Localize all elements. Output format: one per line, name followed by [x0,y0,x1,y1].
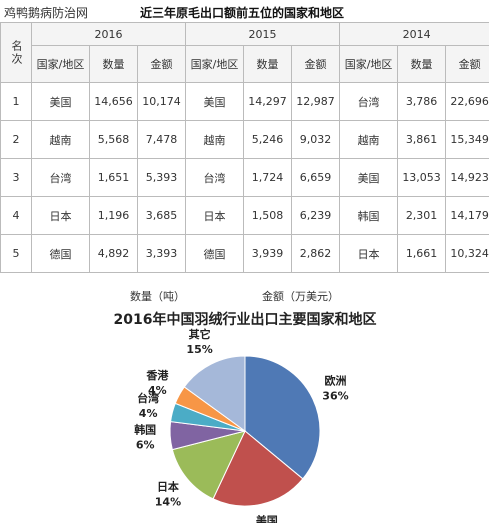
slice-label: 美国 [256,514,278,523]
column-header: 数量 [397,45,447,83]
cell: 3,861 [397,120,447,159]
year-header: 2016 [30,22,187,46]
cell: 14,923 [445,158,489,197]
cell: 5,393 [136,158,187,197]
cell: 6,239 [291,196,341,235]
cell: 1,661 [397,234,447,273]
cell: 1,651 [89,158,138,197]
cell: 10,324 [445,234,489,273]
slice-value: 4% [148,384,167,397]
chart-title: 2016年中国羽绒行业出口主要国家和地区 [114,311,377,328]
slice-value: 36% [322,389,348,402]
slice-value: 6% [136,438,155,451]
slice-label: 香港 [145,368,169,382]
note: 金额（万美元） [262,290,339,303]
cell: 9,032 [291,120,341,159]
cell: 台湾 [339,82,399,121]
cell: 3,393 [136,234,187,273]
slice-label: 韩国 [134,422,156,436]
table-row: 5 德国 4,892 3,393 德国 3,939 2,862 日本 1,661 10,324 [0,234,489,273]
cell: 日本 [31,196,90,235]
cell: 13,053 [397,158,447,197]
cell: 1,724 [243,158,293,197]
column-header: 金额 [445,45,489,83]
cell: 德国 [185,234,245,273]
column-header: 数量 [243,45,293,83]
cell: 越南 [339,120,399,159]
pie-slice [212,430,304,507]
cell: 22,696 [445,82,489,121]
cell: 越南 [31,120,90,159]
cell: 5,246 [243,120,293,159]
cell: 韩国 [339,196,399,235]
year-header: 2015 [185,22,341,46]
cell: 1,196 [89,196,138,235]
table-row: 2 越南 5,568 7,478 越南 5,246 9,032 越南 3,861 15,349 [0,120,489,159]
cell: 1 [0,82,32,121]
cell: 越南 [185,120,245,159]
column-header: 数量 [89,45,138,83]
column-header: 国家/地区 [339,45,399,83]
pie-slice [171,430,246,500]
table-row: 3 台湾 1,651 5,393 台湾 1,724 6,659 美国 13,053 14,923 [0,158,489,197]
cell: 5 [0,234,32,273]
slice-label: 欧洲 [324,373,346,387]
slice-label: 日本 [157,480,179,494]
cell: 美国 [185,82,245,121]
slice-value: 14% [155,496,181,509]
cell: 14,656 [89,82,138,121]
cell: 2,301 [397,196,447,235]
cell: 2,862 [291,234,341,273]
cell: 3,786 [397,82,447,121]
cell: 台湾 [31,158,90,197]
cell: 美国 [31,82,90,121]
cell: 15,349 [445,120,489,159]
cell: 4,892 [89,234,138,273]
site-name: 鸡鸭鹅病防治网 [4,6,89,20]
cell: 德国 [31,234,90,273]
pie-slice [244,355,321,480]
cell: 5,568 [89,120,138,159]
cell: 日本 [339,234,399,273]
slice-value: 15% [186,343,212,356]
cell: 12,987 [291,82,341,121]
header-row: 名次 2016 2015 2014 [0,22,489,83]
note: 数量（吨） [130,290,185,303]
column-header: 国家/地区 [31,45,90,83]
table-row: 4 日本 1,196 3,685 日本 1,508 6,239 韩国 2,301 14,179 [0,196,489,235]
cell: 1,508 [243,196,293,235]
year-header: 2014 [339,22,489,46]
export-table: 名次 2016 2015 2014 国家/地区 数量 金额 国家/地区 数量 金额 国家/地区 数量金… [0,22,489,273]
rank-header: 名次 [0,22,32,83]
cell: 7,478 [136,120,187,159]
cell: 4 [0,196,32,235]
cell: 2 [0,120,32,159]
table-row: 1 美国 14,656 10,174 美国 14,297 12,987 台湾 3,786 22,6… [0,82,489,121]
header-row: 国家/地区 数量 金额 国家/地区 数量 金额 国家/地区 数量 金额 [1,45,489,83]
slice-label: 台湾 [137,391,159,405]
pie-chart: 2016年中国羽绒行业出口主要国家和地区 欧洲36%美国21%日本14%韩国6%… [114,311,377,523]
slice-label: 其它 [189,327,211,341]
cell: 3,685 [136,196,187,235]
pie-slice [183,355,246,432]
cell: 日本 [185,196,245,235]
column-header: 国家/地区 [185,45,245,83]
cell: 14,179 [445,196,489,235]
cell: 美国 [339,158,399,197]
cell: 6,659 [291,158,341,197]
cell: 台湾 [185,158,245,197]
table-title: 近三年原毛出口额前五位的国家和地区 [140,6,345,20]
cell: 3 [0,158,32,197]
slice-value: 4% [139,407,158,420]
cell: 14,297 [243,82,293,121]
column-header: 金额 [136,45,187,83]
cell: 3,939 [243,234,293,273]
cell: 10,174 [136,82,187,121]
column-header: 金额 [291,45,341,83]
